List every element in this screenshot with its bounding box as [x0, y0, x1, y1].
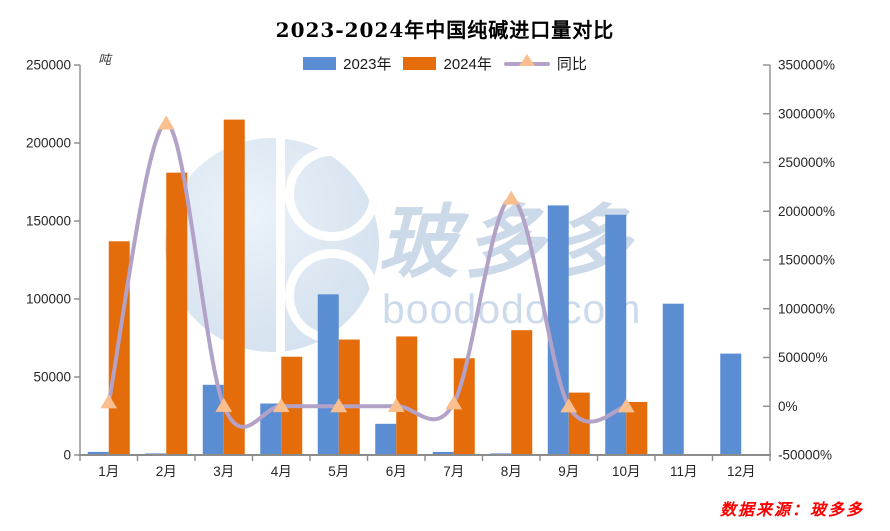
- x-axis-label-8月: 8月: [501, 464, 522, 479]
- legend-label-2023: 2023年: [343, 56, 392, 73]
- bar-2024年-10月: [626, 401, 648, 455]
- y-right-tick-label: 100000%: [778, 301, 835, 316]
- yoy-marker: [330, 398, 348, 413]
- x-axis-label-1月: 1月: [98, 464, 119, 479]
- bar-2023年-5月: [317, 294, 339, 455]
- x-axis-label-5月: 5月: [328, 464, 349, 479]
- y-left-tick-label: 150000: [26, 214, 71, 229]
- x-axis-label-7月: 7月: [443, 464, 464, 479]
- x-axis-label-12月: 12月: [727, 464, 756, 479]
- y-right-tick-label: 300000%: [778, 106, 835, 121]
- yoy-marker: [445, 395, 463, 410]
- legend-item-2024: 2024年: [403, 53, 492, 74]
- bar-2023年-1月: [87, 451, 109, 455]
- legend-item-2023: 2023年: [303, 53, 391, 74]
- bar-2023年-12月: [720, 353, 742, 455]
- legend-triangle-marker-icon: [518, 53, 535, 66]
- axes: 0 50000 100000 150000 200000 250000 -50000% 0% 5…: [26, 52, 835, 479]
- y-right-tick-label: 200000%: [778, 204, 835, 219]
- yoy-marker: [560, 398, 578, 413]
- bar-2023年-11月: [662, 303, 684, 455]
- y-right-tick-label: -50000%: [778, 448, 832, 463]
- bar-2024年-9月: [568, 392, 590, 455]
- y-right-tick-label: 0%: [778, 399, 798, 414]
- y-right-tick-label: 150000%: [778, 253, 835, 268]
- bar-2024年-6月: [396, 336, 418, 455]
- y-left-tick-label: 250000: [26, 58, 71, 73]
- bar-2024年-2月: [166, 172, 188, 455]
- legend-label-2024: 2024年: [443, 56, 492, 73]
- x-axis-label-2月: 2月: [156, 464, 177, 479]
- x-axis-label-6月: 6月: [386, 464, 407, 479]
- y-right-tick-label: 350000%: [778, 58, 835, 73]
- yoy-marker: [157, 115, 175, 130]
- y-left-unit-label: 吨: [98, 52, 113, 67]
- yoy-marker: [502, 190, 520, 205]
- chart-legend: 2023年 2024年 同比: [0, 53, 890, 74]
- yoy-marker: [100, 394, 118, 409]
- data-source-note: 数据来源：玻多多: [719, 500, 864, 519]
- bar-2023年-10月: [605, 214, 627, 455]
- bar-2023年-9月: [547, 205, 569, 455]
- x-axis-label-10月: 10月: [612, 464, 641, 479]
- legend-label-yoy: 同比: [556, 56, 587, 73]
- bar-2023年-7月: [432, 451, 454, 455]
- legend-item-yoy: 同比: [503, 53, 587, 74]
- yoy-marker: [272, 398, 290, 413]
- y-right-tick-label: 50000%: [778, 350, 828, 365]
- bar-2023年-3月: [202, 384, 224, 455]
- bar-2023年-6月: [375, 423, 397, 455]
- bar-2023年-4月: [260, 403, 282, 455]
- legend-line-sample: [503, 53, 550, 66]
- y-right-tick-label: 250000%: [778, 155, 835, 170]
- x-axis-label-9月: 9月: [558, 464, 579, 479]
- y-left-tick-label: 50000: [33, 370, 71, 385]
- y-left-tick-label: 100000: [26, 292, 71, 307]
- yoy-marker: [215, 397, 233, 412]
- legend-swatch-2023: [303, 57, 337, 70]
- bar-2024年-8月: [511, 330, 533, 455]
- bar-2024年-7月: [453, 358, 475, 455]
- x-axis-label-3月: 3月: [213, 464, 234, 479]
- chart-title: 2023-2024年中国纯碱进口量对比: [275, 18, 615, 42]
- yoy-marker: [387, 398, 405, 412]
- x-axis-label-11月: 11月: [670, 464, 698, 479]
- yoy-markers: [100, 115, 635, 413]
- legend-swatch-2024: [403, 57, 437, 70]
- y-left-tick-label: 200000: [26, 136, 71, 151]
- bar-2024年-5月: [338, 339, 360, 455]
- y-left-tick-label: 0: [63, 448, 71, 463]
- x-axis-label-4月: 4月: [271, 464, 292, 479]
- yoy-marker: [617, 398, 635, 413]
